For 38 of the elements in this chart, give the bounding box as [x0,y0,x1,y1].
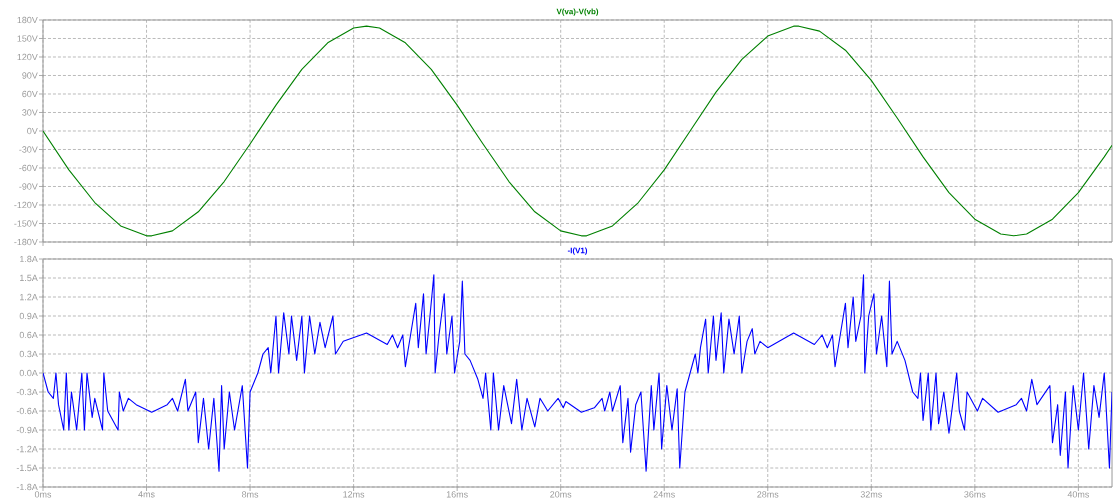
y-tick-label: 90V [22,72,38,79]
y-tick-label: 30V [22,109,38,116]
y-tick-label: -60V [19,164,38,172]
y-tick-label: 1.2A [20,293,38,301]
x-tick-label: 24ms [653,491,675,498]
y-tick-label: 1.5A [20,274,38,282]
y-tick-label: -0.6A [16,407,38,415]
y-tick-label: 1.8A [20,255,38,263]
x-tick-label: 28ms [757,491,779,498]
x-tick-label: 40ms [1067,491,1090,498]
y-tick-label: -150V [14,220,38,227]
y-tick-label: 180V [17,16,38,24]
y-tick-label: -0.9A [16,426,38,434]
y-tick-label: 60V [22,90,38,98]
y-tick-label: 0.0A [19,369,38,377]
x-tick-label: 16ms [446,491,468,498]
y-tick-label: 0V [27,127,38,135]
x-tick-label: 32ms [860,491,882,498]
y-tick-label: 0.9A [19,312,38,320]
y-tick-label: -1.2A [16,445,38,453]
y-tick-label: 0.6A [19,331,38,339]
x-tick-label: 12ms [343,491,365,498]
y-tick-label: 150V [17,35,38,42]
y-tick-label: -180V [14,238,38,246]
y-tick-label: -0.3A [16,388,38,396]
y-tick-label: -1.8A [16,483,38,491]
x-tick-label: 8ms [242,491,259,498]
y-tick-label: -30V [19,146,38,153]
x-tick-label: 0ms [34,491,52,498]
line-series [43,25,1113,237]
x-tick-label: 36ms [964,491,986,498]
y-tick-label: -120V [14,201,38,209]
x-tick-label: 20ms [550,491,572,498]
y-tick-label: 120V [17,53,38,61]
y-tick-label: 0.3A [19,350,38,358]
y-tick-label: -1.5A [16,464,38,472]
y-tick-label: -90V [19,183,38,190]
x-tick-label: 4ms [138,491,155,498]
